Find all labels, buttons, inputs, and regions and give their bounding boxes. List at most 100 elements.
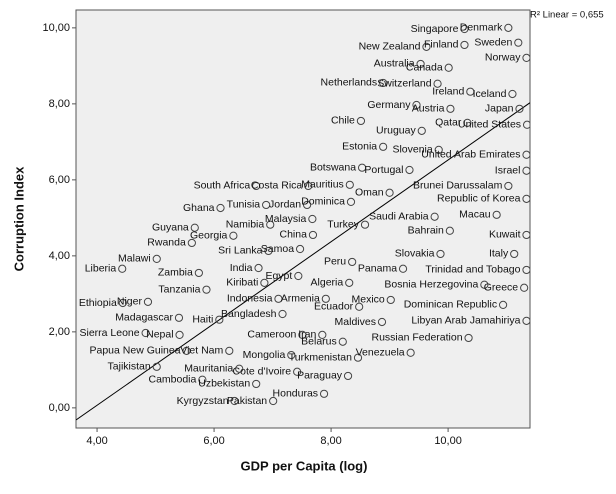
point-label: Iceland (473, 88, 507, 100)
data-point (152, 254, 161, 263)
point-label: Russian Federation (372, 332, 463, 344)
x-tick-label: 6,00 (203, 435, 224, 447)
point-label: Germany (367, 99, 411, 111)
data-point (174, 313, 184, 322)
data-point (260, 278, 269, 287)
data-point (274, 294, 283, 303)
point-label: Uzbekistan (198, 378, 250, 390)
data-point (379, 142, 388, 151)
data-point (353, 353, 363, 362)
point-label: Maldives (335, 316, 376, 328)
data-point (229, 231, 238, 240)
point-label: Ecuador (314, 301, 354, 313)
data-point (464, 333, 473, 343)
data-point (216, 203, 225, 213)
data-point (377, 317, 387, 327)
data-point (190, 223, 199, 232)
data-point (412, 100, 421, 110)
point-label: Algeria (311, 277, 344, 289)
point-label: Rwanda (147, 237, 186, 249)
point-label: Haiti (192, 313, 213, 325)
point-label: Norway (485, 52, 521, 64)
data-point (492, 210, 501, 219)
point-label: Turkmenistan (289, 351, 352, 363)
data-point (522, 150, 530, 159)
point-label: Israel (495, 165, 521, 177)
point-label: Chile (331, 115, 355, 127)
point-label: Papua New Guinea (90, 345, 181, 357)
point-label: Armenia (281, 293, 320, 305)
data-point (379, 78, 388, 88)
y-tick-label: 10,00 (42, 22, 70, 34)
point-label: Mexico (351, 294, 384, 306)
data-point (141, 328, 150, 338)
y-tick-label: 4,00 (49, 250, 70, 262)
point-label: India (230, 262, 253, 274)
point-label: Zambia (158, 267, 193, 279)
point-label: Greece (484, 282, 519, 294)
point-label: Italy (489, 248, 509, 260)
point-label: Iran (298, 329, 316, 341)
data-point (398, 264, 408, 273)
point-label: Pakistan (227, 395, 267, 407)
point-label: Mongolia (243, 349, 286, 361)
point-label: Brunei Darussalam (413, 180, 503, 192)
point-label: Sweden (474, 36, 512, 48)
data-point (338, 337, 347, 346)
data-point (522, 166, 530, 175)
point-label: Turkey (327, 218, 359, 230)
data-point (515, 104, 524, 113)
point-label: Portugal (364, 164, 403, 176)
point-label: New Zealand (359, 41, 421, 53)
point-label: Niger (117, 296, 143, 308)
data-point (386, 295, 395, 305)
x-tick-label: 10,00 (434, 435, 462, 447)
data-point (293, 367, 302, 376)
data-point (508, 89, 517, 99)
data-point (118, 264, 127, 273)
point-label: South Africa (194, 180, 251, 192)
point-label: Tunisia (227, 199, 261, 211)
data-point (522, 120, 530, 129)
data-point (356, 116, 366, 126)
point-label: Japan (485, 103, 514, 115)
data-point (294, 271, 303, 281)
point-label: Australia (374, 58, 415, 70)
y-tick-label: 2,00 (49, 326, 70, 338)
data-point (480, 280, 489, 289)
point-label: Republic of Korea (437, 193, 521, 205)
y-axis-title: Corruption Index (11, 166, 26, 271)
point-label: Kiribati (226, 277, 258, 289)
y-tick-label: 0,00 (49, 402, 70, 414)
point-label: Libyan Arab Jamahiriya (411, 315, 520, 327)
data-point (498, 300, 508, 309)
point-label: Namibia (226, 218, 265, 230)
data-point (252, 379, 261, 389)
point-label: Denmark (460, 22, 503, 34)
data-point (355, 302, 364, 311)
point-label: Costa Rica (251, 180, 303, 192)
data-point (510, 249, 519, 259)
data-point (405, 165, 414, 175)
plot-area (75, 9, 531, 429)
point-label: Slovakia (395, 248, 435, 260)
data-point (175, 330, 184, 339)
point-label: Dominica (301, 196, 345, 208)
data-point (446, 104, 455, 113)
data-point (298, 330, 307, 339)
point-label: Madagascar (115, 312, 173, 324)
point-label: Oman (355, 187, 384, 199)
point-label: Panama (358, 263, 397, 275)
data-point (152, 362, 161, 371)
point-label: Cambodia (148, 374, 196, 386)
data-point (295, 244, 305, 254)
point-label: Malawi (118, 253, 151, 265)
data-point (346, 197, 356, 206)
point-label: Bangladesh (221, 308, 277, 320)
point-label: Trinidad and Tobago (425, 264, 520, 276)
point-label: Peru (324, 256, 346, 268)
point-label: Cote d'Ivoire (233, 366, 292, 378)
point-label: United Arab Emirates (421, 149, 520, 161)
data-point (118, 298, 127, 308)
